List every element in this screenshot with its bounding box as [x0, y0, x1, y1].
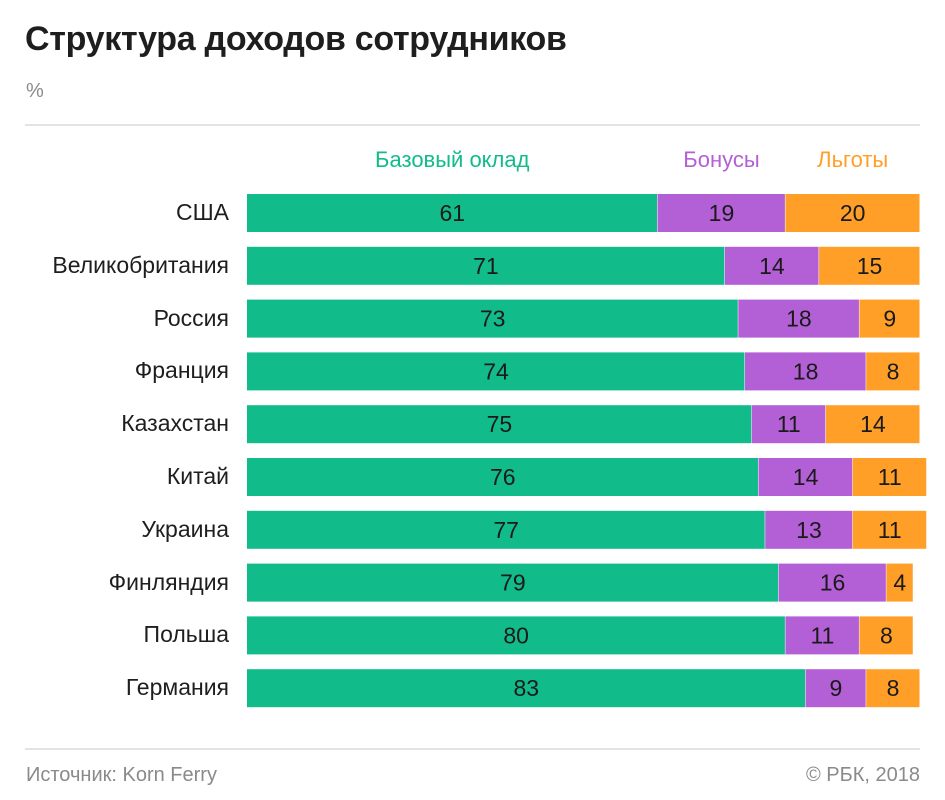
data-label: 80	[503, 622, 529, 648]
data-label: 16	[820, 570, 846, 596]
data-label: 11	[777, 411, 801, 437]
copyright-note: © РБК, 2018	[805, 764, 920, 786]
bar-segment-1	[805, 669, 866, 708]
bar-segment-0	[247, 194, 658, 232]
data-label: 8	[887, 358, 900, 384]
top-divider	[25, 124, 920, 126]
bar-segment-1	[758, 458, 853, 496]
bar-segment-1	[657, 194, 785, 232]
legend-item-1: Бонусы	[683, 147, 760, 172]
data-label: 14	[793, 464, 819, 490]
data-label: 18	[786, 306, 812, 332]
bar-segment-0	[247, 458, 758, 496]
legend-item-2: Льготы	[817, 147, 889, 172]
data-label: 15	[857, 253, 883, 279]
data-label: 76	[490, 464, 516, 490]
bar-segment-1	[785, 616, 859, 655]
bar-segment-2	[859, 299, 920, 338]
bar-segment-1	[778, 563, 886, 602]
category-label: Казахстан	[121, 410, 229, 437]
data-label: 74	[483, 358, 509, 384]
bar-segment-1	[765, 510, 853, 549]
category-label: Финляндия	[108, 568, 229, 595]
data-label: 13	[796, 517, 822, 543]
data-label: 9	[829, 675, 842, 701]
bar-segment-1	[745, 352, 866, 391]
data-label: 11	[878, 517, 902, 543]
bar-segment-2	[866, 669, 920, 708]
bar-segment-1	[738, 299, 859, 338]
data-label: 73	[480, 306, 506, 332]
source-note: Источник: Korn Ferry	[26, 764, 217, 786]
bar-segment-0	[247, 299, 738, 338]
bar-segment-2	[859, 616, 913, 655]
bar-segment-0	[247, 246, 725, 285]
data-label: 20	[840, 200, 866, 226]
data-label: 77	[493, 517, 519, 543]
data-label: 8	[880, 622, 893, 648]
unit-label: %	[26, 80, 44, 102]
data-label: 14	[860, 411, 886, 437]
data-label: 14	[759, 253, 785, 279]
bar-segment-2	[852, 510, 927, 549]
bar-segment-2	[886, 563, 913, 602]
bar-segment-0	[247, 352, 745, 391]
bottom-divider	[25, 748, 920, 750]
category-label: Украина	[141, 515, 229, 542]
chart-title: Структура доходов сотрудников	[25, 20, 567, 58]
category-label: Россия	[153, 304, 229, 331]
data-label: 4	[893, 570, 906, 596]
bar-segment-0	[247, 405, 752, 444]
bar-segment-2	[852, 458, 927, 496]
data-label: 75	[487, 411, 513, 437]
bar-segment-2	[866, 352, 920, 391]
bar-segment-1	[724, 246, 819, 285]
bar-segment-2	[785, 194, 920, 232]
bar-segment-0	[247, 510, 765, 549]
data-label: 19	[709, 200, 735, 226]
bar-segment-2	[819, 246, 920, 285]
bar-segment-0	[247, 669, 806, 708]
data-label: 11	[810, 622, 834, 648]
bar-segment-1	[751, 405, 826, 444]
data-label: 71	[473, 253, 499, 279]
category-label: Польша	[143, 621, 229, 648]
bar-segment-0	[247, 563, 779, 602]
data-label: 79	[500, 570, 526, 596]
data-label: 18	[793, 358, 819, 384]
bar-segment-2	[825, 405, 920, 444]
data-label: 11	[878, 464, 902, 490]
data-label: 8	[887, 675, 900, 701]
category-label: Китай	[166, 463, 229, 489]
category-label: Великобритания	[52, 251, 229, 278]
data-label: 9	[883, 306, 896, 332]
data-label: 61	[439, 200, 465, 226]
data-label: 83	[513, 675, 539, 701]
bar-segment-0	[247, 616, 785, 655]
category-label: США	[175, 199, 229, 225]
legend-item-0: Базовый оклад	[375, 147, 530, 172]
category-label: Франция	[134, 357, 229, 384]
category-label: Германия	[125, 674, 229, 701]
